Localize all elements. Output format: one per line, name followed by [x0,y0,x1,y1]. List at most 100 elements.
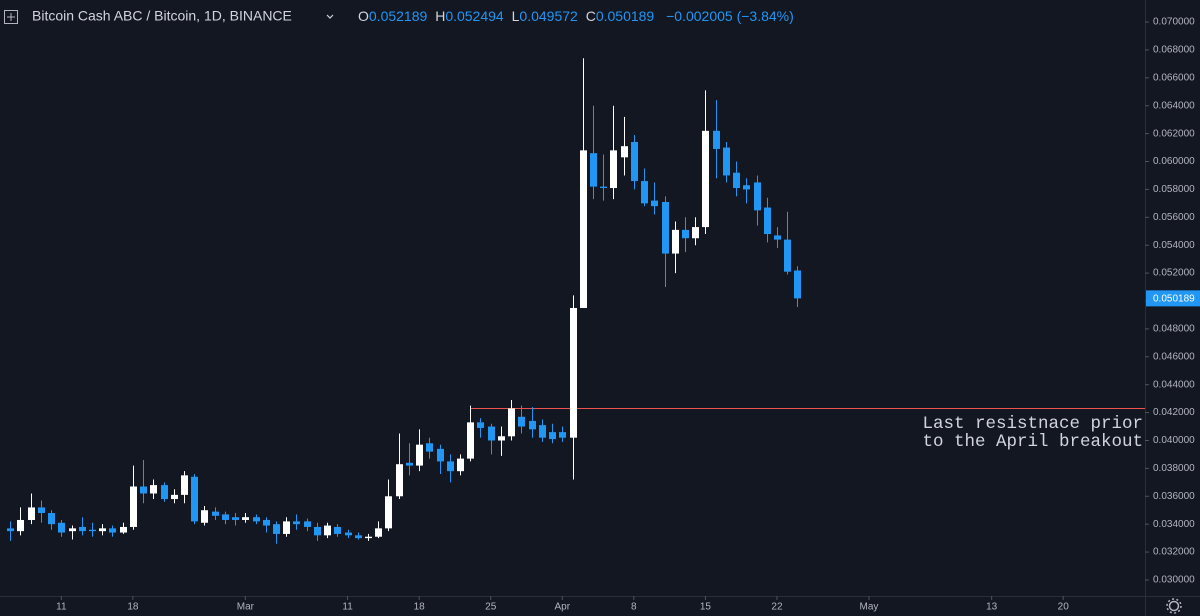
candle-body [610,150,617,189]
candle-body [283,521,290,534]
symbol-dropdown[interactable] [326,14,334,19]
y-tick-label: 0.042000 [1153,407,1195,418]
candle-body [467,422,474,459]
ohlc-value: 0.049572 [519,8,578,24]
candle-body [702,130,709,228]
candle-body [89,529,96,532]
candle-body [28,507,35,520]
x-tick-label: 20 [1058,602,1070,613]
y-tick-label: 0.064000 [1153,100,1195,111]
candle-body [120,526,127,533]
ohlc-label: L [512,8,520,24]
candle-body [743,185,750,190]
y-tick-label: 0.032000 [1153,547,1195,558]
y-tick-label: 0.062000 [1153,128,1195,139]
y-tick-label: 0.040000 [1153,435,1195,446]
candle-body [130,486,137,527]
y-tick-label: 0.058000 [1153,184,1195,195]
candle-body [794,270,801,299]
candle-body [457,458,464,472]
candle-body [406,462,413,466]
y-tick-label: 0.048000 [1153,324,1195,335]
candle-body [590,153,597,187]
candle-body [488,426,495,441]
candle-body [324,525,331,536]
panel-toggle-plus[interactable] [7,13,15,21]
y-tick-label: 0.066000 [1153,72,1195,83]
y-tick-label: 0.044000 [1153,379,1195,390]
candle-body [621,146,628,158]
candle-body [764,207,771,235]
candle-body [314,526,321,536]
candle-body [79,526,86,532]
y-tick-label: 0.054000 [1153,240,1195,251]
settings-gear[interactable] [1166,598,1182,614]
candle-body [191,476,198,522]
candle-body [375,528,382,537]
candle-body [641,181,648,204]
x-tick-label: Apr [554,602,570,613]
candle-body [477,422,484,428]
candle-body [539,425,546,438]
candle-body [304,521,311,527]
candle-body [723,147,730,176]
candle-body [263,519,270,526]
candle-body [784,239,791,272]
candle-body [161,485,168,500]
y-tick-label: 0.052000 [1153,268,1195,279]
ohlc-label: H [435,8,445,24]
ohlc-value: 0.052494 [445,8,504,24]
candle-body [508,408,515,437]
settings-gear-teeth[interactable] [1166,598,1182,614]
candle-body [293,521,300,525]
candle-body [232,517,239,520]
ohlc-value: 0.052189 [369,8,428,24]
candle-body [99,528,106,532]
x-tick-label: 22 [771,602,783,613]
candle-body [447,461,454,472]
last-price-tag [1146,290,1200,307]
y-tick-label: 0.068000 [1153,45,1195,56]
candle-body [38,507,45,514]
candle-body [416,444,423,466]
candle-body [201,510,208,523]
ohlc-legend: O0.052189 H0.052494 L0.049572 C0.050189 … [358,8,794,24]
candle-body [754,182,761,211]
panel-toggle[interactable] [4,10,18,24]
y-tick-label: 0.056000 [1153,212,1195,223]
candle-body [7,528,14,532]
candle-body [518,416,525,427]
candle-body [713,130,720,149]
symbol-title[interactable]: Bitcoin Cash ABC / Bitcoin, 1D, BINANCE [32,8,292,24]
annotation-text: to the April breakout [922,432,1143,452]
candle-body [426,443,433,452]
y-tick-label: 0.060000 [1153,156,1195,167]
candle-body [559,432,566,438]
annotation-text: Last resistnace prior [922,414,1143,434]
x-tick-label: 18 [414,602,426,613]
y-tick-label: 0.034000 [1153,519,1195,530]
candle-body [662,201,669,254]
candle-body [437,448,444,462]
x-tick-label: May [860,602,879,613]
candle-body [529,420,536,430]
candle-body [273,524,280,534]
panel-toggle-box[interactable] [4,10,18,24]
x-tick-label: 8 [631,602,637,613]
settings-gear-ring[interactable] [1168,600,1180,612]
ohlc-label: O [358,8,369,24]
candle-body [498,436,505,441]
candle-body [692,227,699,239]
y-tick-label: 0.030000 [1153,575,1195,586]
y-tick-label: 0.036000 [1153,491,1195,502]
x-tick-label: 11 [342,602,353,613]
candle-body [212,511,219,516]
x-tick-label: 13 [986,602,998,613]
candle-body [345,532,352,536]
ohlc-label: C [586,8,596,24]
candle-body [181,475,188,495]
candle-body [600,186,607,189]
candle-body [682,229,689,239]
